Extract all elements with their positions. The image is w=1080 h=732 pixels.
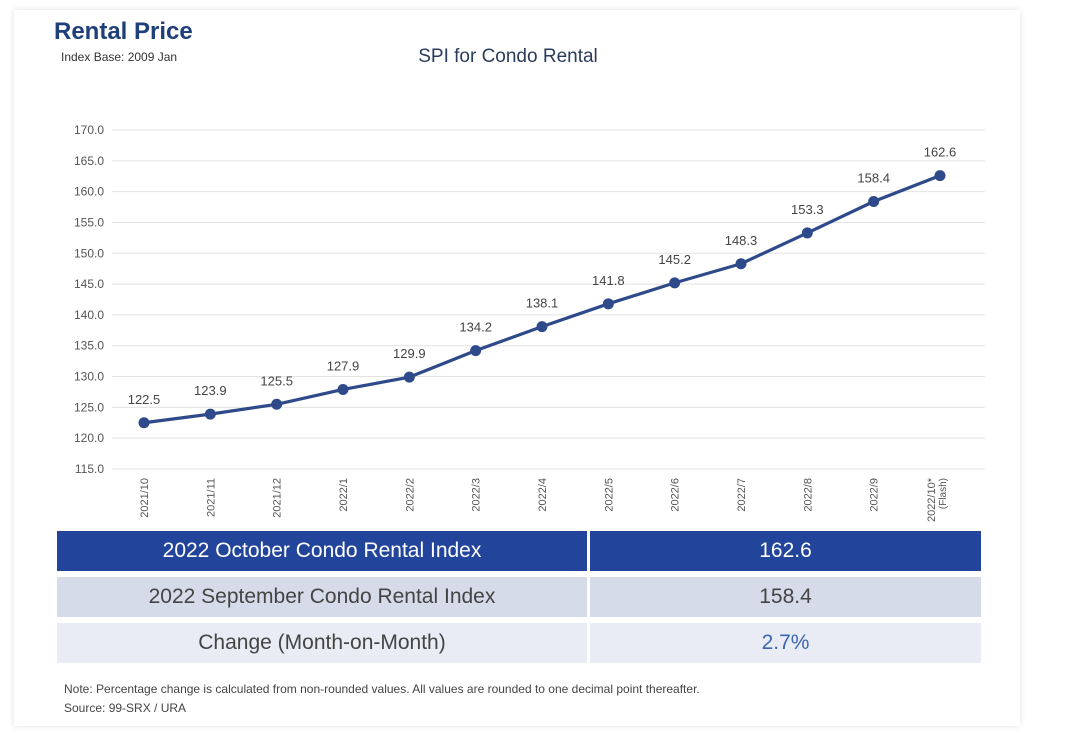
y-tick-label: 145.0 xyxy=(74,277,104,291)
data-label: 148.3 xyxy=(725,233,758,248)
data-point xyxy=(403,371,415,383)
data-point xyxy=(801,227,813,239)
y-tick-label: 150.0 xyxy=(74,246,104,260)
table-row-value: 2.7% xyxy=(590,623,981,663)
line-chart: 115.0 120.0 125.0 130.0 135.0 140.0 145.0 150.0… xyxy=(74,123,985,522)
x-tick-label: 2022/6 xyxy=(670,478,682,512)
x-tick-label: 2022/2 xyxy=(404,478,416,512)
y-tick-label: 115.0 xyxy=(75,462,104,476)
y-tick-label: 135.0 xyxy=(74,339,104,353)
table-row-value: 158.4 xyxy=(590,577,981,617)
y-tick-label: 160.0 xyxy=(74,185,104,199)
data-label: 138.1 xyxy=(526,296,559,311)
index-base-subtitle: Index Base: 2009 Jan xyxy=(61,50,178,64)
x-tick-label: 2022/7 xyxy=(736,478,748,512)
x-tick-note: (Flash) xyxy=(938,478,949,509)
data-label: 129.9 xyxy=(393,346,426,361)
x-tick-label: 2021/10 xyxy=(139,478,151,518)
footnote: Note: Percentage change is calculated fr… xyxy=(64,682,700,696)
data-label: 162.6 xyxy=(924,145,957,160)
y-tick-label: 125.0 xyxy=(74,400,104,414)
table-row-label: 2022 September Condo Rental Index xyxy=(57,577,587,617)
page-title: Rental Price xyxy=(54,18,193,45)
table-row-label: Change (Month-on-Month) xyxy=(57,623,587,663)
y-tick-label: 155.0 xyxy=(74,215,104,229)
data-label: 153.3 xyxy=(791,202,824,217)
data-label: 123.9 xyxy=(194,383,227,398)
data-point xyxy=(271,398,283,410)
x-tick-label: 2022/9 xyxy=(869,478,881,512)
x-tick-label: 2022/1 xyxy=(338,478,350,512)
table-row-value: 162.6 xyxy=(590,531,981,571)
data-label: 122.5 xyxy=(128,392,161,407)
chart-title: SPI for Condo Rental xyxy=(418,46,598,67)
data-point xyxy=(934,170,946,182)
x-tick-label: 2022/5 xyxy=(603,478,615,512)
x-tick-label: 2022/10* xyxy=(926,477,938,522)
y-axis-ticks: 115.0 120.0 125.0 130.0 135.0 140.0 145.0 150.0… xyxy=(74,123,104,476)
x-axis-ticks: 2021/10 2021/11 2021/12 2022/1 2022/2 2022/3 2… xyxy=(139,477,949,522)
x-tick-label: 2022/4 xyxy=(537,478,549,512)
data-point xyxy=(536,321,548,333)
data-label: 145.2 xyxy=(658,252,691,267)
y-tick-label: 165.0 xyxy=(74,154,104,168)
x-tick-label: 2022/3 xyxy=(471,478,483,512)
table-row-previous: 2022 September Condo Rental Index 158.4 xyxy=(57,577,981,617)
x-tick-label: 2022/8 xyxy=(802,478,814,512)
y-tick-label: 170.0 xyxy=(74,123,104,137)
data-points xyxy=(138,170,946,429)
data-point xyxy=(602,298,614,310)
data-label: 158.4 xyxy=(857,170,890,185)
y-tick-label: 130.0 xyxy=(74,370,104,384)
data-labels: 122.5 123.9 125.5 127.9 129.9 134.2 138.1 141.8… xyxy=(128,145,957,407)
table-row-label: 2022 October Condo Rental Index xyxy=(57,531,587,571)
x-tick-label: 2021/11 xyxy=(205,478,217,517)
grid-lines xyxy=(112,129,985,470)
data-label: 127.9 xyxy=(327,358,360,373)
data-label: 125.5 xyxy=(260,373,293,388)
table-row-change: Change (Month-on-Month) 2.7% xyxy=(57,623,981,663)
table-row-current: 2022 October Condo Rental Index 162.6 xyxy=(57,531,981,571)
data-point xyxy=(735,258,747,270)
data-point xyxy=(337,383,349,395)
source-note: Source: 99-SRX / URA xyxy=(64,701,187,715)
data-point xyxy=(669,277,681,289)
data-label: 141.8 xyxy=(592,273,625,288)
y-tick-label: 140.0 xyxy=(74,308,104,322)
y-tick-label: 120.0 xyxy=(74,431,104,445)
data-point xyxy=(204,408,216,420)
data-label: 134.2 xyxy=(459,320,492,335)
x-tick-label: 2021/12 xyxy=(272,478,284,518)
data-point xyxy=(470,345,482,357)
data-point xyxy=(138,417,150,429)
data-point xyxy=(868,195,880,207)
